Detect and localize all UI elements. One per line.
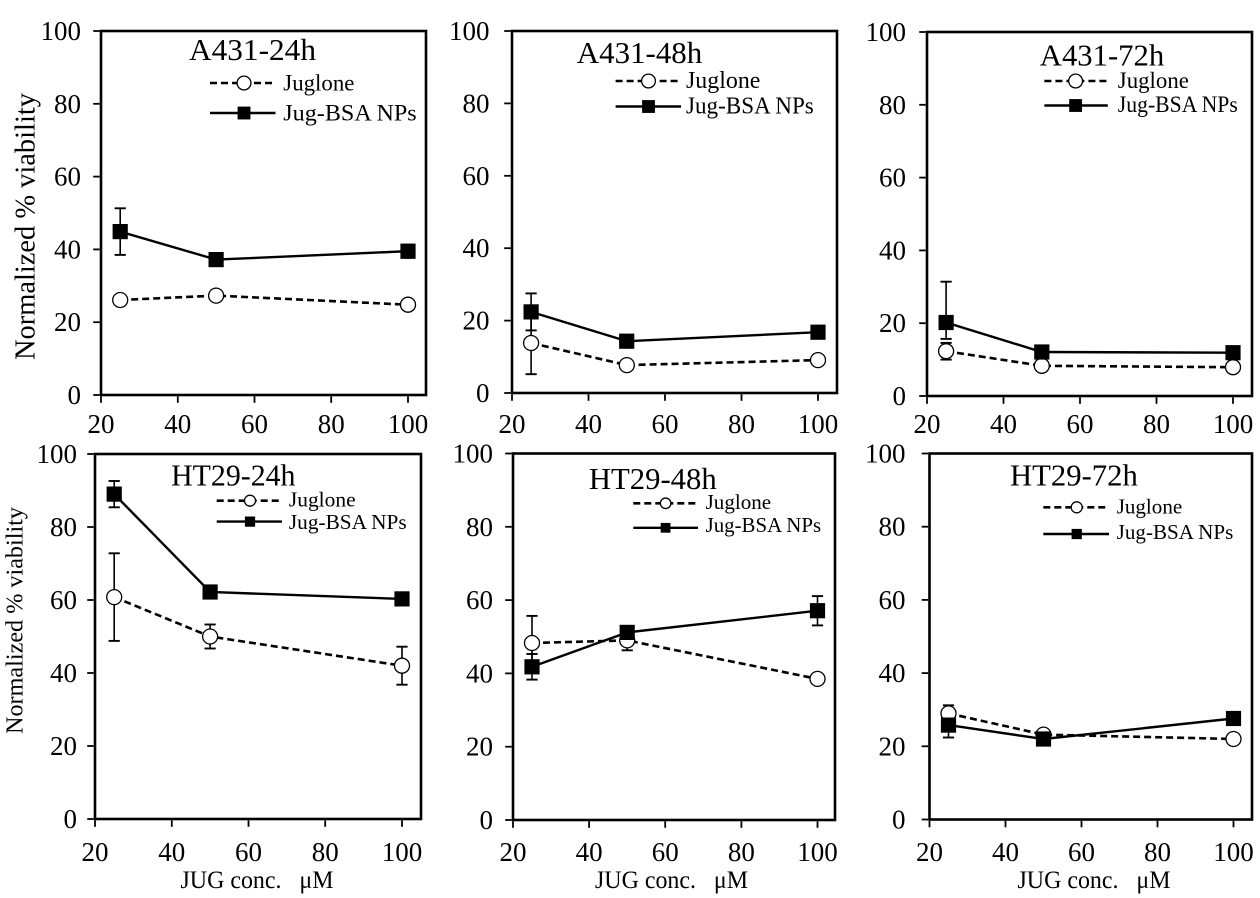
svg-text:A431-48h: A431-48h: [577, 35, 703, 70]
svg-text:40: 40: [879, 658, 906, 688]
svg-text:40: 40: [575, 409, 602, 439]
svg-text:0: 0: [68, 380, 82, 410]
svg-text:20: 20: [500, 837, 527, 867]
svg-text:20: 20: [879, 731, 906, 761]
svg-text:80: 80: [466, 512, 493, 542]
svg-text:40: 40: [50, 658, 77, 688]
svg-text:80: 80: [728, 837, 755, 867]
svg-text:40: 40: [158, 837, 185, 867]
svg-text:Normalized % viability: Normalized % viability: [11, 93, 42, 360]
svg-text:100: 100: [37, 439, 78, 469]
svg-text:100: 100: [41, 16, 82, 46]
svg-text:Jug-BSA NPs: Jug-BSA NPs: [283, 101, 416, 127]
svg-text:60: 60: [466, 585, 493, 615]
svg-text:Juglone: Juglone: [283, 71, 354, 97]
svg-text:Juglone: Juglone: [686, 68, 760, 94]
svg-text:100: 100: [382, 837, 423, 867]
svg-text:40: 40: [164, 409, 191, 439]
svg-text:80: 80: [312, 837, 339, 867]
svg-text:20: 20: [499, 409, 526, 439]
svg-text:100: 100: [798, 409, 839, 439]
svg-text:20: 20: [82, 837, 109, 867]
svg-text:100: 100: [865, 439, 906, 469]
svg-text:Juglone: Juglone: [1117, 494, 1183, 518]
svg-text:60: 60: [1067, 409, 1094, 439]
svg-text:80: 80: [50, 512, 77, 542]
svg-text:60: 60: [652, 409, 679, 439]
svg-text:A431-72h: A431-72h: [1040, 38, 1165, 73]
svg-text:20: 20: [916, 837, 943, 867]
svg-text:40: 40: [54, 234, 81, 264]
svg-text:0: 0: [893, 381, 907, 411]
svg-text:60: 60: [652, 837, 679, 867]
svg-text:60: 60: [235, 837, 262, 867]
svg-text:Juglone: Juglone: [1118, 68, 1189, 94]
svg-text:80: 80: [879, 512, 906, 542]
svg-text:20: 20: [54, 307, 81, 337]
svg-text:60: 60: [50, 585, 77, 615]
svg-text:40: 40: [992, 837, 1019, 867]
svg-text:0: 0: [476, 378, 490, 408]
svg-text:80: 80: [728, 409, 755, 439]
svg-text:40: 40: [879, 235, 906, 265]
svg-text:20: 20: [879, 308, 906, 338]
svg-text:A431-24h: A431-24h: [189, 32, 316, 67]
svg-text:80: 80: [1143, 409, 1170, 439]
svg-text:20: 20: [88, 409, 115, 439]
svg-text:Normalized % viability: Normalized % viability: [3, 507, 29, 734]
svg-text:100: 100: [1213, 409, 1254, 439]
svg-text:HT29-24h: HT29-24h: [171, 458, 296, 493]
svg-text:Juglone: Juglone: [706, 490, 772, 514]
svg-text:60: 60: [241, 409, 268, 439]
svg-text:60: 60: [879, 585, 906, 615]
svg-text:60: 60: [463, 161, 490, 191]
svg-text:JUG conc. μM: JUG conc. μM: [1018, 865, 1171, 894]
svg-text:40: 40: [463, 233, 490, 263]
svg-text:100: 100: [449, 16, 490, 46]
svg-text:JUG conc. μM: JUG conc. μM: [181, 865, 334, 894]
svg-text:100: 100: [388, 409, 429, 439]
svg-text:100: 100: [1213, 837, 1254, 867]
svg-text:80: 80: [54, 89, 81, 119]
svg-text:0: 0: [64, 804, 78, 834]
svg-text:0: 0: [480, 805, 494, 835]
svg-text:20: 20: [50, 731, 77, 761]
svg-text:Jug-BSA NPs: Jug-BSA NPs: [1117, 520, 1234, 544]
svg-text:80: 80: [1144, 837, 1171, 867]
svg-text:HT29-48h: HT29-48h: [589, 461, 717, 496]
svg-text:60: 60: [879, 163, 906, 193]
svg-text:Jug-BSA NPs: Jug-BSA NPs: [686, 94, 814, 120]
svg-text:40: 40: [990, 409, 1017, 439]
svg-text:100: 100: [453, 439, 494, 469]
svg-text:Juglone: Juglone: [289, 488, 356, 512]
svg-text:JUG conc. μM: JUG conc. μM: [595, 865, 748, 894]
svg-text:60: 60: [54, 162, 81, 192]
svg-text:40: 40: [576, 837, 603, 867]
svg-text:Jug-BSA NPs: Jug-BSA NPs: [1118, 92, 1238, 118]
svg-text:Jug-BSA NPs: Jug-BSA NPs: [289, 510, 407, 534]
svg-text:60: 60: [1068, 837, 1095, 867]
svg-text:80: 80: [879, 90, 906, 120]
svg-text:20: 20: [914, 409, 941, 439]
svg-text:40: 40: [466, 658, 493, 688]
svg-text:20: 20: [466, 732, 493, 762]
svg-text:80: 80: [318, 409, 345, 439]
svg-text:100: 100: [797, 837, 838, 867]
svg-text:HT29-72h: HT29-72h: [1010, 458, 1138, 493]
svg-text:Jug-BSA NPs: Jug-BSA NPs: [706, 513, 822, 537]
svg-text:0: 0: [892, 805, 906, 835]
svg-text:80: 80: [463, 88, 490, 118]
svg-text:100: 100: [866, 17, 907, 47]
svg-text:20: 20: [463, 306, 490, 336]
